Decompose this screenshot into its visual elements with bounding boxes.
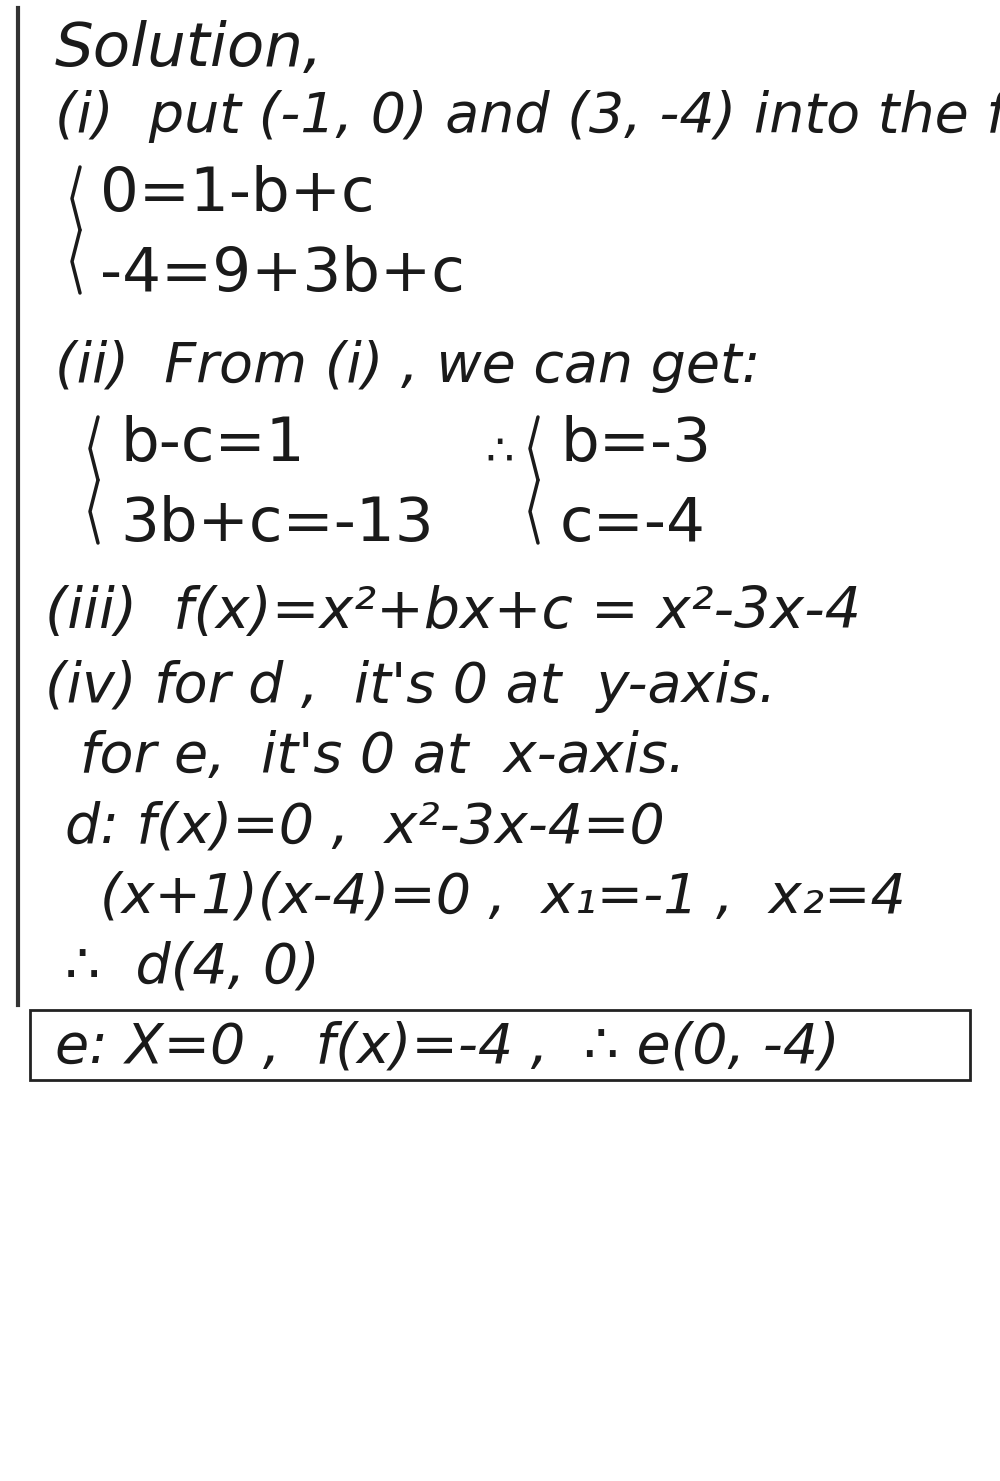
Text: ∴: ∴ [486, 431, 514, 474]
Text: 0=1-b+c: 0=1-b+c [100, 164, 375, 224]
Text: (iv) for d ,  it's 0 at  y-axis.: (iv) for d , it's 0 at y-axis. [45, 661, 776, 712]
Bar [30, 1010, 970, 1080]
Text: b=-3: b=-3 [560, 415, 711, 474]
Text: d: f(x)=0 ,  x²-3x-4=0: d: f(x)=0 , x²-3x-4=0 [65, 800, 665, 853]
Text: (i)  put (-1, 0) and (3, -4) into the function:: (i) put (-1, 0) and (3, -4) into the fun… [55, 90, 1000, 144]
Text: for e,  it's 0 at  x-axis.: for e, it's 0 at x-axis. [80, 730, 685, 783]
Text: b-c=1: b-c=1 [120, 415, 305, 474]
Text: -4=9+3b+c: -4=9+3b+c [100, 244, 465, 304]
Text: (iii)  f(x)=x²+bx+c = x²-3x-4: (iii) f(x)=x²+bx+c = x²-3x-4 [45, 585, 861, 640]
Text: Solution,: Solution, [55, 21, 323, 78]
Text: e: X=0 ,  f(x)=-4 ,  ∴ e(0, -4): e: X=0 , f(x)=-4 , ∴ e(0, -4) [55, 1020, 840, 1074]
Text: ∴  d(4, 0): ∴ d(4, 0) [65, 940, 320, 992]
Text: c=-4: c=-4 [560, 495, 706, 554]
Text: (x+1)(x-4)=0 ,  x₁=-1 ,  x₂=4: (x+1)(x-4)=0 , x₁=-1 , x₂=4 [100, 869, 906, 923]
Text: (ii)  From (i) , we can get:: (ii) From (i) , we can get: [55, 341, 761, 392]
Text: 3b+c=-13: 3b+c=-13 [120, 495, 434, 554]
